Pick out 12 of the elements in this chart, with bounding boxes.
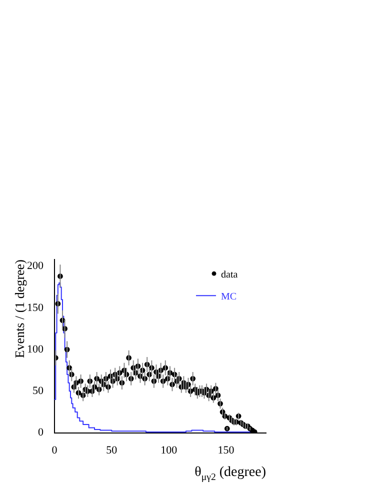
y-axis-title: Events / (1 degree) <box>12 260 27 358</box>
x-tick-label: 0 <box>52 444 58 456</box>
x-tick-label: 50 <box>106 444 118 456</box>
y-tick-label: 150 <box>27 302 44 314</box>
y-tick-label: 0 <box>38 426 44 439</box>
x-tick-label: 150 <box>218 444 235 456</box>
y-tick-label: 200 <box>27 260 44 272</box>
x-tick-label: 100 <box>160 444 178 456</box>
y-tick-label: 50 <box>32 385 44 398</box>
y-tick-label: 100 <box>27 343 44 356</box>
legend-label: MC <box>221 292 237 303</box>
legend-label: data <box>221 270 238 281</box>
